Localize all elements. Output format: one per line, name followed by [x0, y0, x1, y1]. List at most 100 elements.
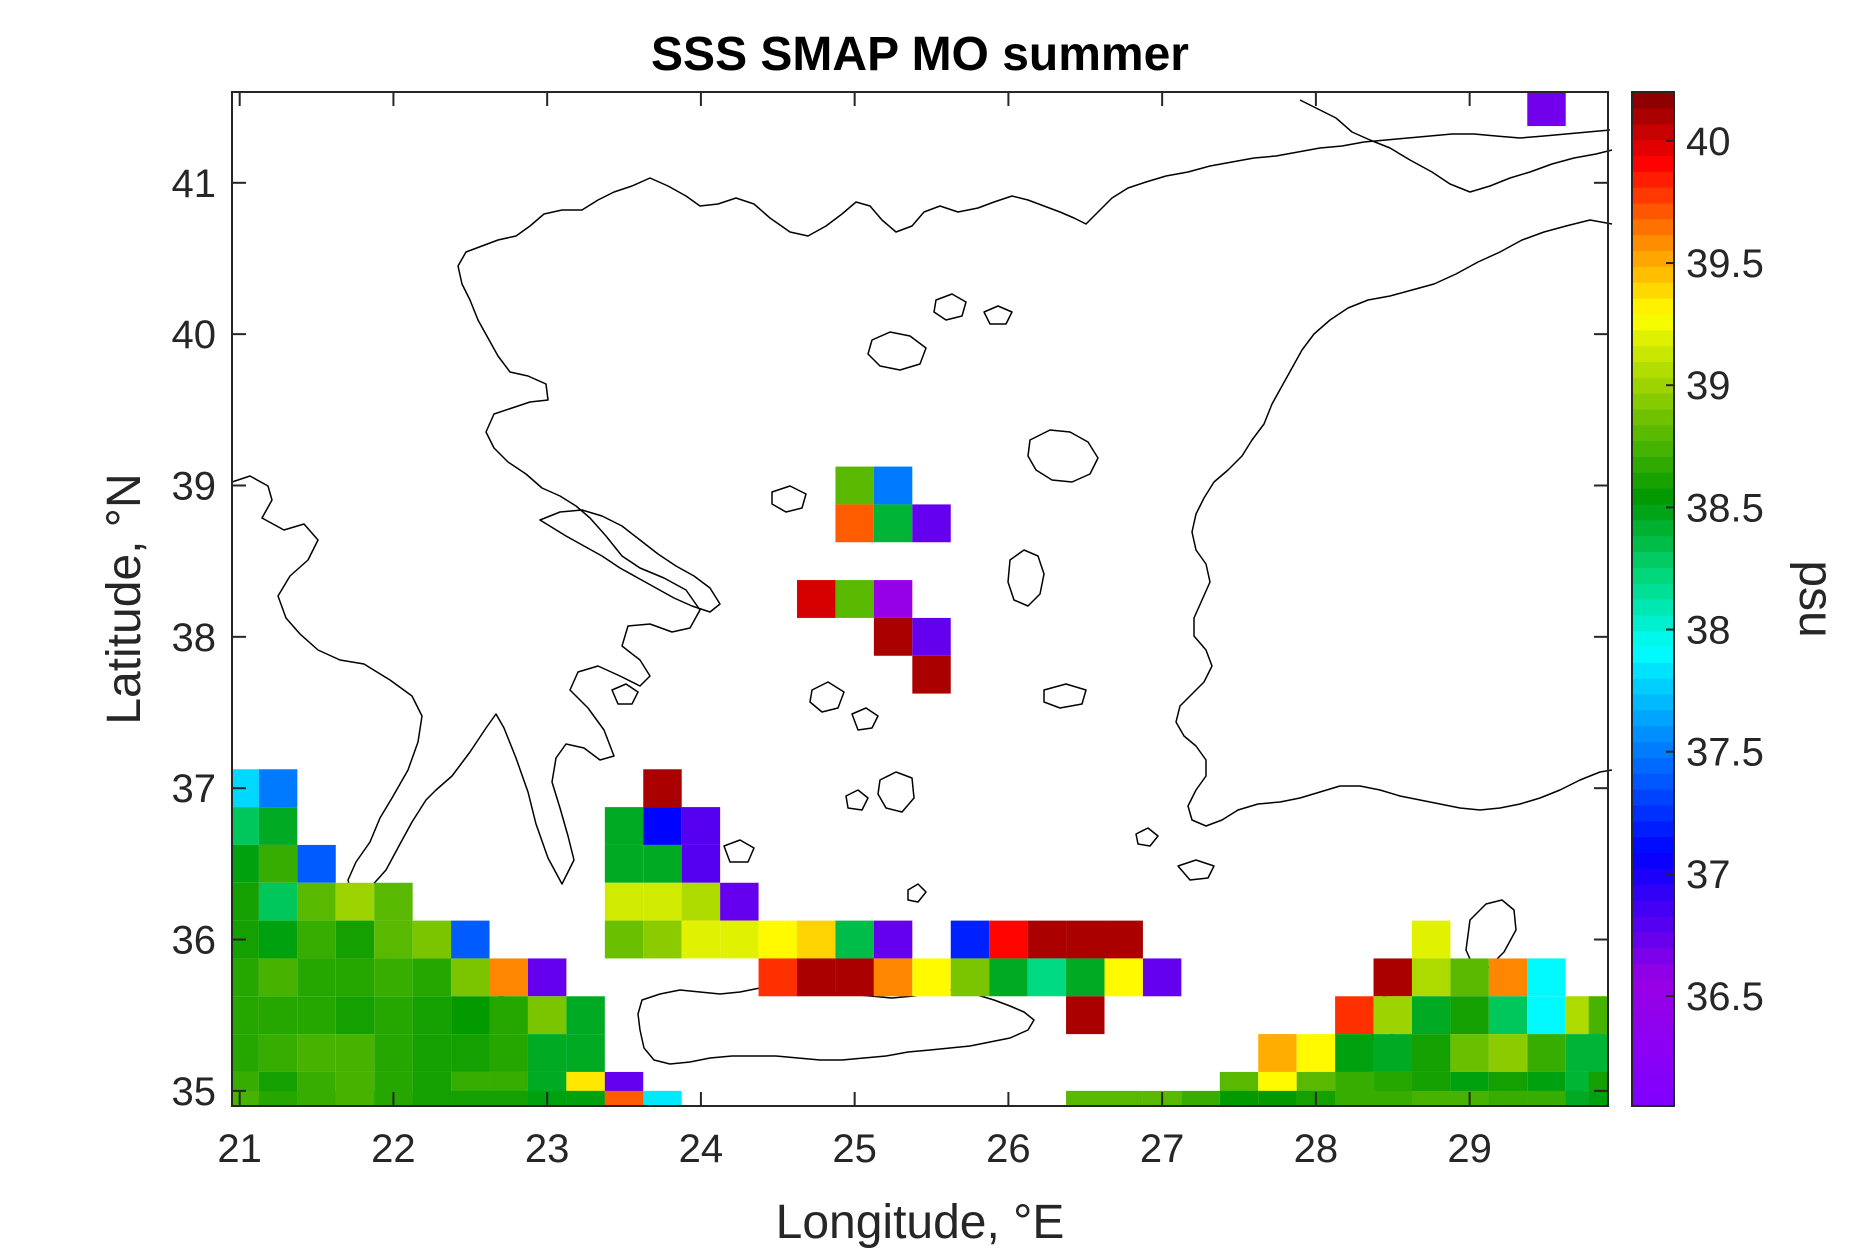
colorbar-segment: [1632, 630, 1674, 648]
sss-cell: [412, 1090, 452, 1106]
colorbar-segment: [1632, 836, 1674, 854]
sss-cell: [258, 920, 298, 959]
colorbar-segment: [1632, 535, 1674, 553]
y-tick-label: 41: [172, 162, 217, 206]
coastlines: [231, 99, 1613, 1065]
sss-cell: [258, 844, 298, 883]
colorbar-segment: [1632, 741, 1674, 759]
y-tick-label: 35: [172, 1070, 217, 1114]
sss-cell: [451, 958, 490, 997]
sss-cell: [1488, 1090, 1528, 1106]
sss-cell: [374, 996, 413, 1035]
sss-cell: [873, 920, 913, 959]
colorbar-frame: [1631, 91, 1675, 1107]
sss-cell: [451, 1034, 490, 1072]
sss-cell: [297, 920, 336, 959]
sss-cell: [604, 844, 644, 883]
sss-cell: [1488, 996, 1528, 1035]
colorbar: 36.5 37 37.5 38 38.5 39 39.5 40 psu: [1631, 91, 1842, 1107]
sss-cell: [873, 958, 913, 997]
sss-cell: [720, 920, 759, 959]
colorbar-segment: [1632, 123, 1674, 141]
colorbar-segment: [1632, 139, 1674, 156]
sss-cell: [258, 1090, 298, 1106]
colorbar-segment: [1632, 250, 1674, 267]
sss-cell: [451, 920, 490, 959]
sss-cell: [1527, 1090, 1566, 1106]
colorbar-segment: [1632, 1074, 1674, 1091]
sss-cell: [1411, 1090, 1451, 1106]
sss-cell: [1373, 1034, 1412, 1072]
colorbar-segment: [1632, 773, 1674, 790]
colorbar-segment: [1632, 361, 1674, 378]
colorbar-segment: [1632, 614, 1674, 632]
coastline-kalymnos: [1135, 827, 1159, 847]
sss-cell: [720, 882, 759, 921]
sss-cell: [950, 958, 990, 997]
sss-cell: [527, 1034, 567, 1072]
colorbar-segment: [1632, 820, 1674, 838]
sss-cell: [1335, 1090, 1374, 1106]
sss-cell: [1527, 1034, 1566, 1072]
sss-cell: [912, 958, 951, 997]
coastline-kos: [1177, 859, 1215, 881]
sss-cell: [1219, 1090, 1259, 1106]
sss-cell: [297, 1090, 336, 1106]
sss-cell: [374, 1034, 413, 1072]
sss-cell: [566, 1090, 605, 1106]
sss-cell: [989, 958, 1028, 997]
sss-cell: [297, 882, 336, 921]
colorbar-segment: [1632, 519, 1674, 537]
colorbar-segment: [1632, 583, 1674, 600]
x-tick-label: 21: [217, 1127, 262, 1171]
x-axis-label: Longitude, °E: [776, 1196, 1065, 1249]
colorbar-segment: [1632, 915, 1674, 933]
colorbar-segment: [1632, 503, 1674, 521]
colorbar-segment: [1632, 171, 1674, 188]
colorbar-segment: [1632, 282, 1674, 299]
coastline-thasos: [933, 293, 967, 321]
colorbar-segment: [1632, 852, 1674, 869]
sss-cell: [912, 655, 951, 694]
x-tick-label: 29: [1447, 1127, 1492, 1171]
colorbar-tick-label: 39.5: [1686, 242, 1764, 286]
sss-cells: [232, 92, 1608, 1106]
coastline-chios: [1007, 549, 1045, 607]
sss-cell: [1373, 958, 1412, 997]
coastline-lemnos: [867, 331, 927, 371]
sss-cell: [1527, 996, 1566, 1035]
coastline-andros: [809, 681, 845, 713]
colorbar-segment: [1632, 266, 1674, 283]
sss-cell: [451, 1090, 490, 1106]
sss-cell: [374, 958, 413, 997]
sss-cell: [1104, 958, 1143, 997]
sss-cell: [1296, 1034, 1336, 1072]
sss-cell: [1258, 1090, 1297, 1106]
sss-cell: [1373, 1090, 1412, 1106]
sss-cell: [797, 958, 836, 997]
sss-cell: [643, 807, 682, 845]
colorbar-segment: [1632, 488, 1674, 505]
colorbar-segment: [1632, 377, 1674, 394]
sss-cell: [335, 1034, 375, 1072]
sss-cell: [335, 920, 375, 959]
coastline-naxos: [877, 771, 915, 813]
sss-cell: [1066, 1090, 1105, 1106]
sss-cell: [950, 920, 990, 959]
colorbar-segment: [1632, 202, 1674, 220]
colorbar-tick-label: 37: [1686, 853, 1731, 897]
colorbar-segment: [1632, 187, 1674, 204]
sss-cell: [297, 844, 336, 883]
sss-cell: [873, 580, 913, 618]
sss-cell: [297, 958, 336, 997]
coastline-santorini: [907, 883, 927, 903]
sss-cell: [412, 920, 452, 959]
sss-cell: [681, 844, 721, 883]
sss-cell: [566, 996, 605, 1035]
sss-cell: [1104, 1090, 1143, 1106]
sss-cell: [1066, 958, 1105, 997]
y-axis-ticks: 35 36 37 38 39 40 41: [172, 162, 1608, 1114]
sss-cell: [681, 807, 721, 845]
sss-cell: [1335, 1034, 1374, 1072]
sss-cell: [912, 504, 951, 543]
